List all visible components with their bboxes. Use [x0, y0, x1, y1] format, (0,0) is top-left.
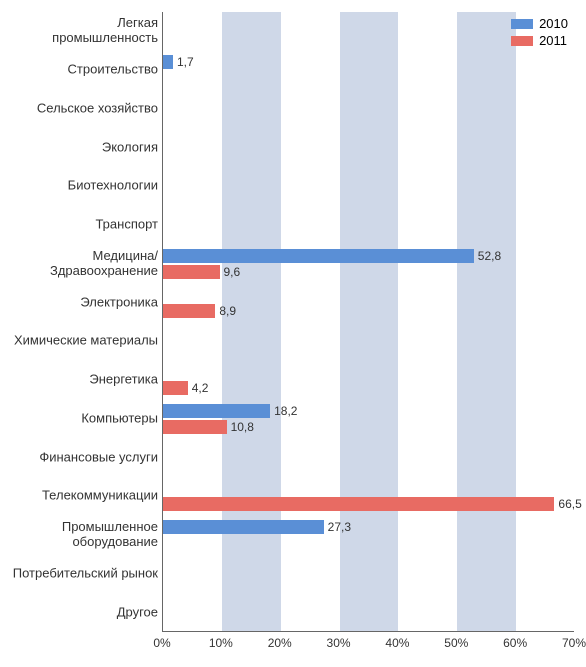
x-tick-label: 10% — [209, 636, 233, 650]
category-label: Компьютеры — [12, 411, 158, 426]
grid-band — [222, 12, 281, 631]
bar — [163, 420, 227, 434]
x-tick-label: 50% — [444, 636, 468, 650]
x-tick-label: 40% — [385, 636, 409, 650]
grid-band — [457, 12, 516, 631]
category-label: Сельское хозяйство — [12, 101, 158, 116]
bar-value-label: 18,2 — [274, 404, 297, 418]
category-label: Экология — [12, 140, 158, 155]
grid-band — [340, 12, 399, 631]
bar — [163, 520, 324, 534]
bar-value-label: 10,8 — [231, 420, 254, 434]
bar-value-label: 27,3 — [328, 520, 351, 534]
plot-area: 1,752,89,68,94,218,210,866,527,3 — [162, 12, 574, 632]
bar-value-label: 1,7 — [177, 55, 194, 69]
category-label: Химические материалы — [12, 334, 158, 349]
bar — [163, 249, 474, 263]
x-tick-label: 70% — [562, 636, 586, 650]
category-label: Легкая промышленность — [12, 16, 158, 46]
category-label: Потребительский рынок — [12, 566, 158, 581]
category-label: Финансовые услуги — [12, 450, 158, 465]
legend-swatch-2010 — [511, 19, 533, 29]
bar — [163, 404, 270, 418]
category-label: Другое — [12, 605, 158, 620]
bar — [163, 265, 220, 279]
x-tick-label: 20% — [268, 636, 292, 650]
legend-label-2010: 2010 — [539, 16, 568, 31]
legend-item-2010: 2010 — [511, 16, 568, 31]
bar — [163, 497, 554, 511]
legend-label-2011: 2011 — [539, 33, 567, 48]
legend: 2010 2011 — [511, 16, 568, 50]
bar — [163, 381, 188, 395]
bar-value-label: 4,2 — [192, 381, 209, 395]
category-label: Энергетика — [12, 373, 158, 388]
category-label: Телекоммуникации — [12, 489, 158, 504]
category-label: Транспорт — [12, 218, 158, 233]
x-tick-label: 60% — [503, 636, 527, 650]
bar-value-label: 52,8 — [478, 249, 501, 263]
category-label: Промышленное оборудование — [12, 520, 158, 550]
legend-swatch-2011 — [511, 36, 533, 46]
bar-value-label: 8,9 — [219, 304, 236, 318]
bar-chart: 1,752,89,68,94,218,210,866,527,3 2010 20… — [12, 12, 574, 655]
category-label: Медицина/ Здравоохранение — [12, 249, 158, 279]
bar-value-label: 66,5 — [558, 497, 581, 511]
bar-value-label: 9,6 — [224, 265, 241, 279]
legend-item-2011: 2011 — [511, 33, 568, 48]
bar — [163, 55, 173, 69]
category-label: Строительство — [12, 63, 158, 78]
bar — [163, 304, 215, 318]
category-label: Биотехнологии — [12, 179, 158, 194]
x-tick-label: 0% — [153, 636, 170, 650]
x-tick-label: 30% — [327, 636, 351, 650]
category-label: Электроника — [12, 295, 158, 310]
